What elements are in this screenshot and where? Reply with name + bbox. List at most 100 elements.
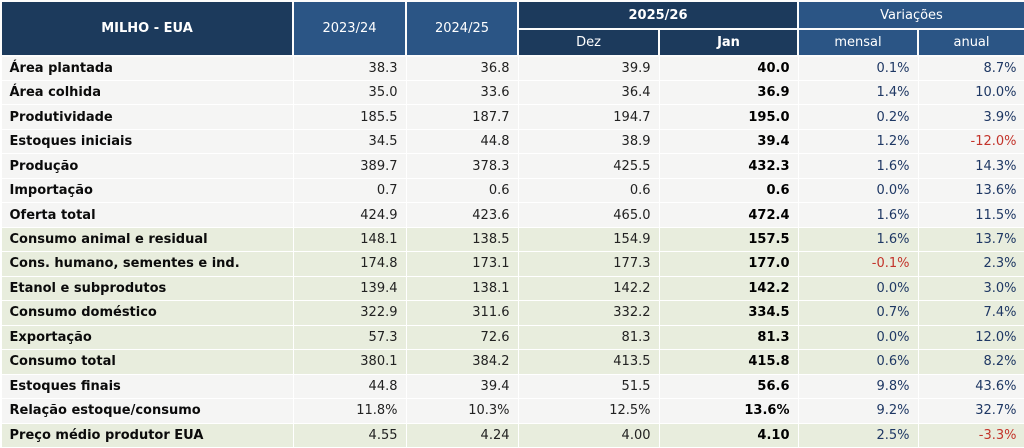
variation-mensal: 1.2%	[797, 128, 919, 155]
column-header-anual: anual	[917, 28, 1024, 57]
row-label: Produção	[0, 153, 294, 179]
row-label: Oferta total	[0, 202, 294, 228]
value-jan: 195.0	[658, 104, 799, 130]
value-jan: 56.6	[658, 373, 799, 400]
value-2023-24: 11.8%	[292, 398, 407, 424]
column-group-variacoes: Variações	[797, 0, 1024, 30]
value-jan: 177.0	[658, 251, 799, 277]
value-2023-24: 148.1	[292, 226, 407, 253]
variation-mensal: 2.5%	[797, 422, 919, 448]
value-2023-24: 139.4	[292, 275, 407, 302]
value-dez: 38.9	[517, 128, 660, 155]
row-label: Área colhida	[0, 79, 294, 106]
row-label: Área plantada	[0, 55, 294, 81]
value-2024-25: 4.24	[405, 422, 519, 448]
value-2023-24: 38.3	[292, 55, 407, 81]
value-dez: 36.4	[517, 79, 660, 106]
table-row: Consumo total 380.1 384.2 413.5 415.8 0.6% 8.2…	[0, 349, 1024, 375]
row-label: Estoques iniciais	[0, 128, 294, 155]
variation-mensal: 0.2%	[797, 104, 919, 130]
value-2023-24: 57.3	[292, 324, 407, 351]
value-2024-25: 33.6	[405, 79, 519, 106]
column-header-mensal: mensal	[797, 28, 919, 57]
value-2024-25: 384.2	[405, 349, 519, 375]
row-label: Exportação	[0, 324, 294, 351]
variation-anual: 14.3%	[917, 153, 1024, 179]
variation-anual: 8.2%	[917, 349, 1024, 375]
column-group-2025-26: 2025/26	[517, 0, 799, 30]
column-header-2024-25: 2024/25	[405, 0, 519, 57]
variation-mensal: 9.8%	[797, 373, 919, 400]
variation-anual: 3.9%	[917, 104, 1024, 130]
value-dez: 413.5	[517, 349, 660, 375]
value-2023-24: 380.1	[292, 349, 407, 375]
variation-mensal: 0.7%	[797, 300, 919, 326]
value-dez: 81.3	[517, 324, 660, 351]
table-row: Consumo doméstico 322.9 311.6 332.2 334.5 0.7…	[0, 300, 1024, 326]
value-2023-24: 4.55	[292, 422, 407, 448]
value-dez: 194.7	[517, 104, 660, 130]
row-label: Relação estoque/consumo	[0, 398, 294, 424]
value-dez: 332.2	[517, 300, 660, 326]
table-row: Consumo animal e residual 148.1 138.5 154.9…	[0, 226, 1024, 253]
value-jan: 334.5	[658, 300, 799, 326]
value-2024-25: 173.1	[405, 251, 519, 277]
row-label: Preço médio produtor EUA	[0, 422, 294, 448]
value-2024-25: 72.6	[405, 324, 519, 351]
value-2024-25: 187.7	[405, 104, 519, 130]
row-label: Etanol e subprodutos	[0, 275, 294, 302]
variation-mensal: 0.6%	[797, 349, 919, 375]
row-label: Importação	[0, 177, 294, 204]
value-dez: 12.5%	[517, 398, 660, 424]
table-row: Estoques finais 44.8 39.4 51.5 56.6 9.8% 43.6%	[0, 373, 1024, 400]
variation-anual: 3.0%	[917, 275, 1024, 302]
row-label: Cons. humano, sementes e ind.	[0, 251, 294, 277]
value-jan: 157.5	[658, 226, 799, 253]
value-jan: 81.3	[658, 324, 799, 351]
variation-anual: 11.5%	[917, 202, 1024, 228]
value-2023-24: 44.8	[292, 373, 407, 400]
variation-anual: 12.0%	[917, 324, 1024, 351]
variation-anual: 7.4%	[917, 300, 1024, 326]
value-dez: 0.6	[517, 177, 660, 204]
value-dez: 425.5	[517, 153, 660, 179]
value-2023-24: 185.5	[292, 104, 407, 130]
variation-mensal: 0.0%	[797, 324, 919, 351]
value-2023-24: 35.0	[292, 79, 407, 106]
variation-mensal: 1.6%	[797, 202, 919, 228]
variation-mensal: 0.0%	[797, 275, 919, 302]
value-dez: 39.9	[517, 55, 660, 81]
value-2023-24: 34.5	[292, 128, 407, 155]
row-label: Produtividade	[0, 104, 294, 130]
table-row: Relação estoque/consumo 11.8% 10.3% 12.5% 13…	[0, 398, 1024, 424]
variation-mensal: -0.1%	[797, 251, 919, 277]
value-dez: 142.2	[517, 275, 660, 302]
variation-mensal: 0.0%	[797, 177, 919, 204]
value-jan: 415.8	[658, 349, 799, 375]
value-2024-25: 423.6	[405, 202, 519, 228]
variation-anual: 8.7%	[917, 55, 1024, 81]
table-row: Oferta total 424.9 423.6 465.0 472.4 1.6% 11.5…	[0, 202, 1024, 228]
table-title: MILHO - EUA	[0, 0, 294, 57]
variation-mensal: 1.6%	[797, 153, 919, 179]
value-jan: 36.9	[658, 79, 799, 106]
column-header-jan: Jan	[658, 28, 799, 57]
value-jan: 13.6%	[658, 398, 799, 424]
value-2023-24: 0.7	[292, 177, 407, 204]
table-row: Estoques iniciais 34.5 44.8 38.9 39.4 1.2% -12…	[0, 128, 1024, 155]
table-row: Importação 0.7 0.6 0.6 0.6 0.0% 13.6%	[0, 177, 1024, 204]
value-2023-24: 424.9	[292, 202, 407, 228]
table-row: Cons. humano, sementes e ind. 174.8 173.1 1…	[0, 251, 1024, 277]
value-2024-25: 311.6	[405, 300, 519, 326]
table-row: Preço médio produtor EUA 4.55 4.24 4.00 4.10…	[0, 422, 1024, 448]
value-2023-24: 389.7	[292, 153, 407, 179]
value-jan: 4.10	[658, 422, 799, 448]
table-row: Etanol e subprodutos 139.4 138.1 142.2 142.2…	[0, 275, 1024, 302]
value-2023-24: 174.8	[292, 251, 407, 277]
variation-mensal: 1.6%	[797, 226, 919, 253]
variation-anual: 2.3%	[917, 251, 1024, 277]
variation-anual: 10.0%	[917, 79, 1024, 106]
value-jan: 472.4	[658, 202, 799, 228]
row-label: Consumo animal e residual	[0, 226, 294, 253]
row-label: Consumo doméstico	[0, 300, 294, 326]
